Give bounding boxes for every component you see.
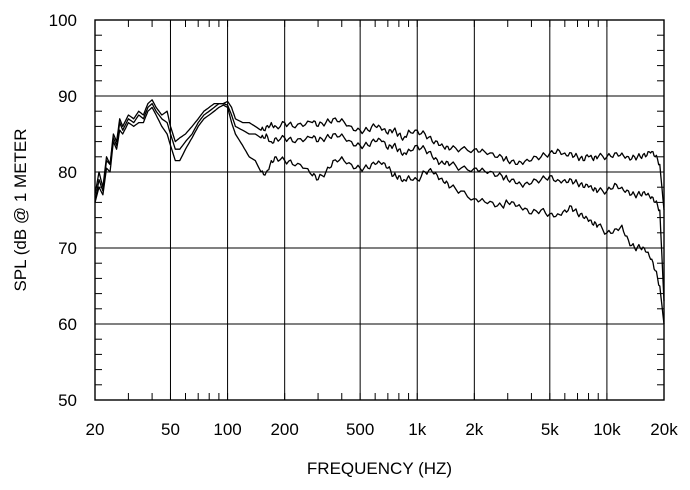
series-line-3 bbox=[94, 104, 665, 325]
y-tick-label: 100 bbox=[49, 11, 77, 30]
y-tick-label: 60 bbox=[58, 315, 77, 334]
x-tick-label: 10k bbox=[593, 420, 621, 439]
y-tick-label: 70 bbox=[58, 239, 77, 258]
x-tick-label: 1k bbox=[408, 420, 426, 439]
x-tick-label: 20k bbox=[650, 420, 678, 439]
x-tick-label: 50 bbox=[161, 420, 180, 439]
x-tick-label: 100 bbox=[213, 420, 241, 439]
y-tick-label: 90 bbox=[58, 87, 77, 106]
x-tick-labels: 20 50 100 200 500 1k 2k 5k 10k 20k bbox=[86, 420, 679, 439]
x-tick-label: 2k bbox=[465, 420, 483, 439]
plot-frame bbox=[94, 19, 665, 401]
x-tick-label: 500 bbox=[346, 420, 374, 439]
y-tick-label: 50 bbox=[58, 391, 77, 410]
x-tick-label: 20 bbox=[86, 420, 105, 439]
x-tick-label: 200 bbox=[270, 420, 298, 439]
series-line-2 bbox=[94, 102, 665, 302]
x-axis-label: FREQUENCY (HZ) bbox=[307, 459, 452, 478]
series-group bbox=[94, 99, 665, 325]
y-tick-labels: 50 60 70 80 90 100 bbox=[49, 11, 77, 410]
x-tick-label: 5k bbox=[541, 420, 559, 439]
y-axis-label: SPL (dB @ 1 METER bbox=[11, 128, 30, 291]
y-tick-label: 80 bbox=[58, 163, 77, 182]
series-line-1 bbox=[94, 99, 665, 211]
